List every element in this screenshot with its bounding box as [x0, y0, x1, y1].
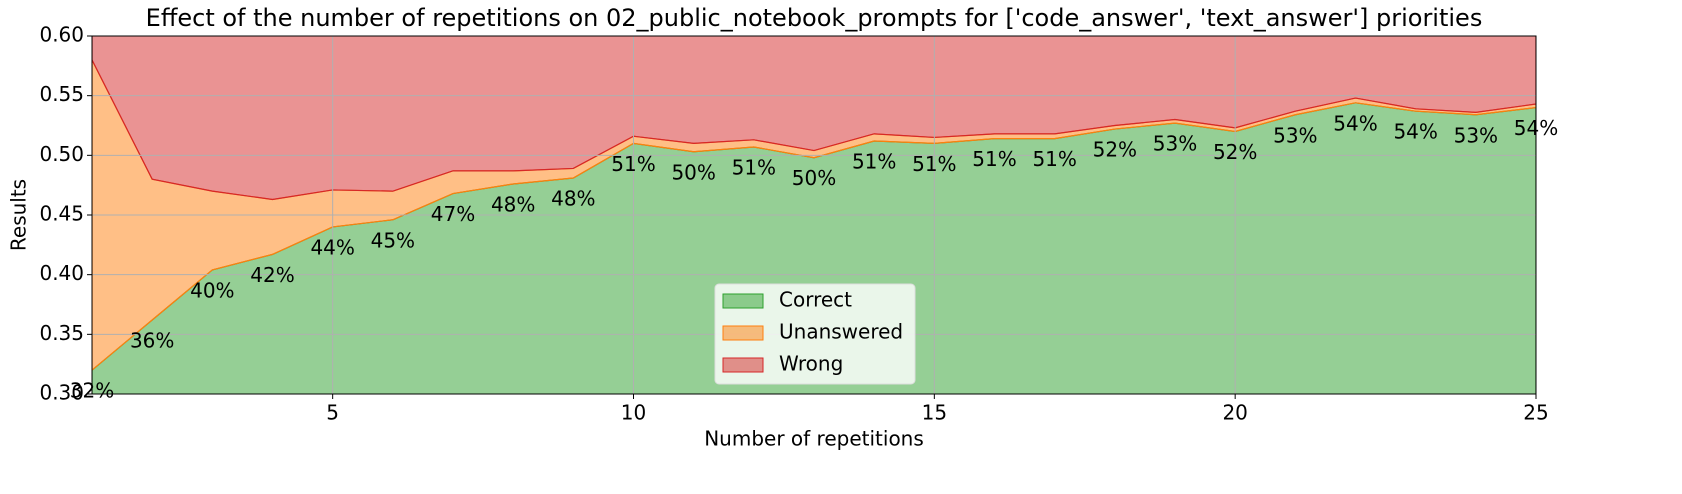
x-tick-label: 25 — [1523, 401, 1548, 425]
x-tick-label: 10 — [621, 401, 646, 425]
legend-swatch — [722, 293, 764, 309]
y-tick-label: 0.45 — [39, 202, 84, 226]
value-label: 53% — [1454, 123, 1498, 147]
value-label: 51% — [611, 152, 655, 176]
value-label: 51% — [912, 152, 956, 176]
y-tick-label: 0.50 — [39, 142, 84, 166]
plot-area — [92, 36, 1536, 394]
value-label: 40% — [190, 278, 234, 302]
value-label: 52% — [1093, 138, 1137, 162]
value-label: 50% — [671, 160, 715, 184]
legend-label: Correct — [779, 288, 852, 312]
value-label: 42% — [250, 263, 294, 287]
value-label: 53% — [1153, 132, 1197, 156]
value-label: 52% — [1213, 140, 1257, 164]
value-label: 54% — [1333, 111, 1377, 135]
legend-box — [714, 283, 916, 385]
value-labels: 32%36%40%42%44% 45%47% 48% 48%51% 50% 51% 50%5… — [70, 111, 1558, 402]
value-label: 36% — [130, 329, 174, 353]
value-label: 51% — [732, 155, 776, 179]
value-label: 45% — [371, 228, 415, 252]
legend-label: Wrong — [779, 352, 843, 376]
value-label: 48% — [491, 192, 535, 216]
value-label: 48% — [551, 187, 595, 211]
y-tick-label: 0.35 — [39, 321, 84, 345]
value-label: 54% — [1393, 120, 1437, 144]
value-label: 44% — [310, 235, 354, 259]
value-label: 51% — [972, 147, 1016, 171]
legend-label: Unanswered — [779, 320, 903, 344]
value-label: 51% — [1032, 147, 1076, 171]
x-tick-label: 15 — [922, 401, 947, 425]
legend-swatch — [722, 325, 764, 341]
value-label: 47% — [431, 202, 475, 226]
chart-title: Effect of the number of repetitions on 0… — [146, 4, 1483, 32]
value-label: 51% — [852, 150, 896, 174]
y-axis-label: Results — [7, 179, 31, 251]
area — [92, 36, 1536, 201]
plot-frame — [91, 35, 1537, 395]
x-tick-label: 5 — [326, 401, 339, 425]
value-label: 50% — [792, 166, 836, 190]
y-tick-label: 0.40 — [39, 261, 84, 285]
y-tick-label: 0.55 — [39, 82, 84, 106]
value-label: 53% — [1273, 123, 1317, 147]
legend-swatch — [722, 357, 764, 373]
y-tick-label: 0.30 — [39, 381, 84, 405]
x-tick-label: 20 — [1222, 401, 1247, 425]
y-tick-label: 0.60 — [39, 23, 84, 47]
legend: Correct Unanswered Wrong — [714, 283, 916, 385]
x-axis-label: Number of repetitions — [704, 427, 924, 451]
